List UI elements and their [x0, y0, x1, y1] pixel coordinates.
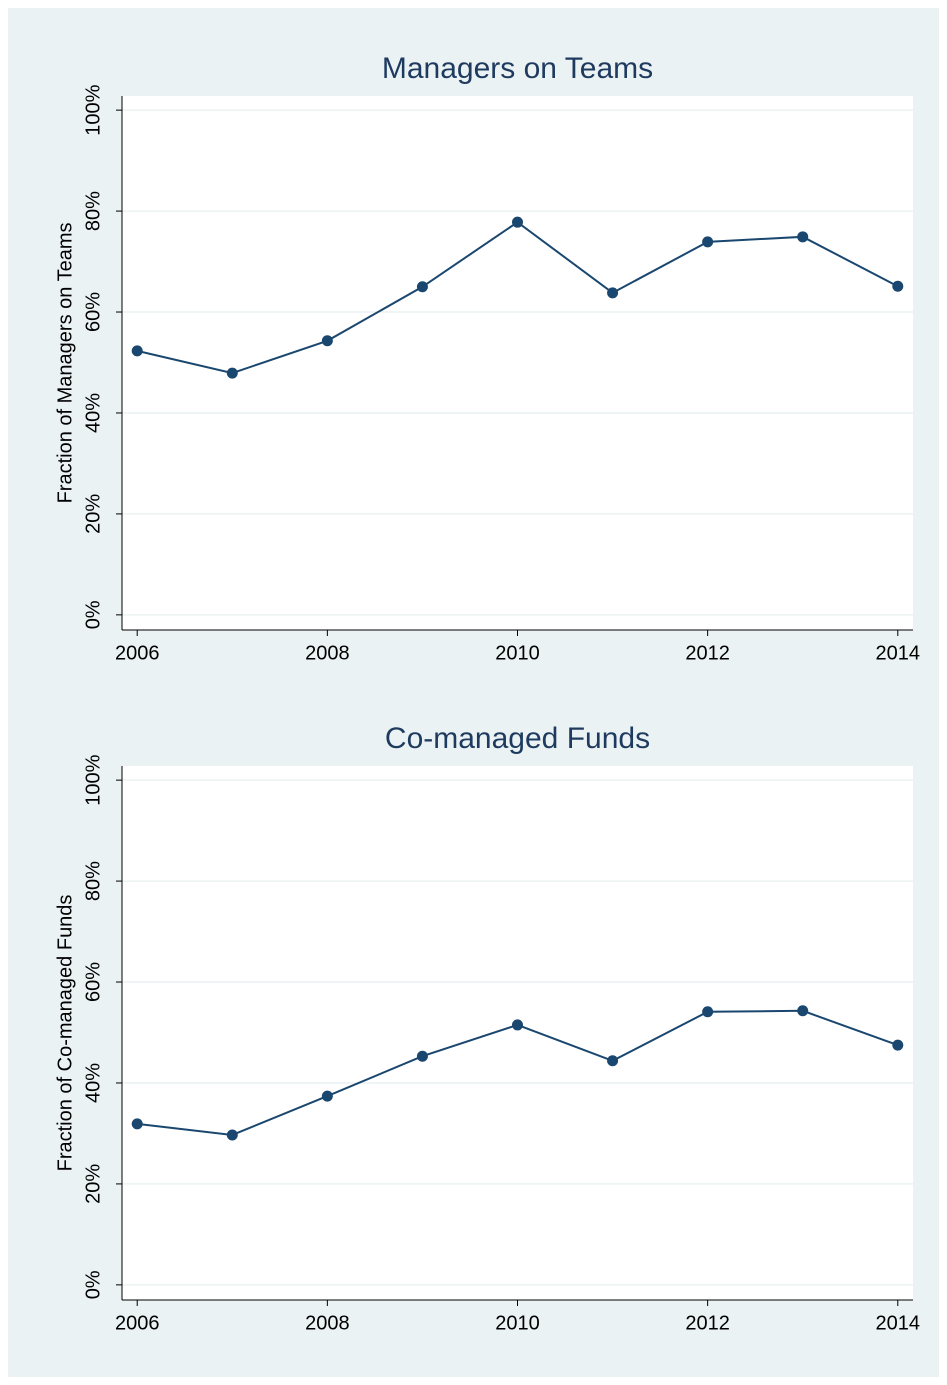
data-point — [607, 1055, 619, 1067]
y-tick-label: 80% — [82, 861, 104, 901]
x-tick-label: 2014 — [876, 642, 921, 664]
data-point — [321, 1090, 333, 1102]
y-tick-label: 80% — [82, 191, 104, 231]
y-tick-label: 20% — [82, 1164, 104, 1204]
y-tick-label: 100% — [82, 754, 104, 805]
x-tick-label: 2006 — [115, 1312, 160, 1334]
data-point — [892, 1039, 904, 1051]
x-tick-label: 2006 — [115, 642, 160, 664]
plot-area — [122, 766, 913, 1300]
x-tick-label: 2012 — [685, 1312, 730, 1334]
y-tick-label: 40% — [82, 1063, 104, 1103]
chart-title: Co-managed Funds — [385, 722, 650, 755]
data-point — [607, 287, 619, 299]
y-tick-label: 0% — [82, 600, 104, 629]
y-tick-label: 0% — [82, 1270, 104, 1299]
data-point — [416, 281, 428, 293]
data-point — [702, 1006, 714, 1018]
data-point — [892, 280, 904, 292]
data-point — [797, 231, 809, 243]
x-tick-label: 2010 — [495, 642, 540, 664]
y-tick-label: 100% — [82, 84, 104, 135]
y-tick-label: 60% — [82, 292, 104, 332]
x-tick-label: 2012 — [685, 642, 730, 664]
data-point — [131, 345, 143, 357]
data-point — [702, 236, 714, 248]
y-axis-title: Fraction of Managers on Teams — [54, 223, 76, 504]
data-point — [131, 1118, 143, 1130]
data-point — [226, 367, 238, 379]
x-tick-label: 2014 — [876, 1312, 921, 1334]
x-tick-label: 2008 — [305, 642, 350, 664]
data-point — [797, 1005, 809, 1017]
chart-title: Managers on Teams — [382, 52, 653, 85]
data-point — [512, 1019, 523, 1031]
data-point — [512, 216, 523, 228]
data-point — [321, 335, 333, 347]
y-tick-label: 60% — [82, 962, 104, 1002]
data-point — [226, 1129, 238, 1141]
x-tick-label: 2008 — [305, 1312, 350, 1334]
y-axis-title: Fraction of Co-managed Funds — [54, 895, 76, 1172]
y-tick-label: 20% — [82, 494, 104, 534]
y-tick-label: 40% — [82, 393, 104, 433]
data-point — [416, 1050, 428, 1062]
plot-area — [122, 96, 913, 630]
x-tick-label: 2010 — [495, 1312, 540, 1334]
